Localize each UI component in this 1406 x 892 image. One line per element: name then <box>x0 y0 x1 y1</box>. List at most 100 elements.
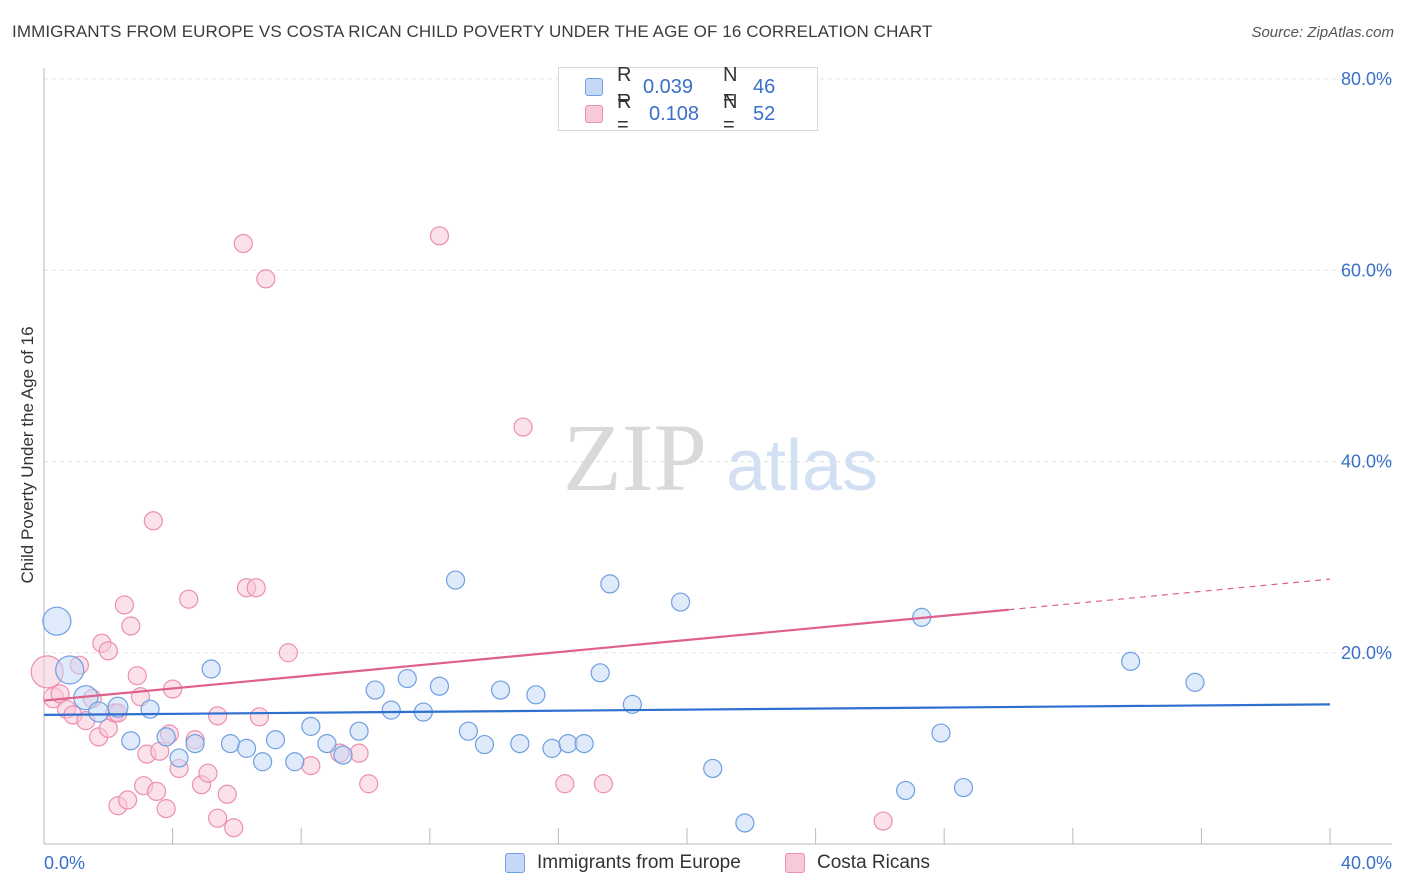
y-tick-label: 40.0% <box>1341 452 1392 472</box>
legend-label-costa: Costa Ricans <box>817 852 930 873</box>
watermark: ZIP atlas <box>563 404 878 511</box>
point-costa-rican <box>249 707 270 727</box>
legend-row-costa: R = 0.108 N = 52 <box>585 91 776 136</box>
legend-r-label: R = <box>617 91 632 136</box>
point-europe <box>140 699 160 719</box>
point-costa-rican <box>873 811 893 831</box>
point-europe <box>333 745 353 765</box>
point-europe <box>220 733 241 754</box>
point-europe <box>429 676 450 696</box>
point-europe <box>490 680 511 700</box>
point-costa-rican <box>127 666 147 686</box>
legend-swatch-europe <box>585 78 603 96</box>
point-europe <box>156 727 176 747</box>
trend-line-costa-rican-projection <box>1008 578 1331 611</box>
point-europe <box>397 668 417 689</box>
point-europe <box>953 777 974 798</box>
point-europe <box>896 780 916 801</box>
point-costa-rican <box>301 755 321 776</box>
point-costa-rican <box>208 706 228 726</box>
point-costa-rican <box>359 774 379 794</box>
trend-lines <box>43 578 1331 717</box>
legend-n-value: 52 <box>753 102 776 125</box>
point-europe <box>236 738 257 758</box>
point-europe <box>55 655 85 685</box>
legend-swatch-costa <box>785 853 805 873</box>
point-europe <box>107 696 129 718</box>
legend-label-europe: Immigrants from Europe <box>537 852 741 873</box>
point-europe <box>121 731 141 751</box>
point-costa-rican <box>98 641 118 661</box>
point-costa-rican <box>349 743 369 763</box>
point-europe <box>558 733 578 754</box>
point-europe <box>445 570 466 590</box>
gridlines <box>44 78 1392 654</box>
series-legend: Immigrants from Europe Costa Ricans <box>0 852 1406 878</box>
point-europe <box>169 748 189 768</box>
x-tick-label: 0.0% <box>44 853 85 873</box>
point-europe <box>285 752 305 772</box>
point-europe <box>317 733 337 754</box>
y-tick-label: 60.0% <box>1341 260 1392 280</box>
point-europe <box>510 733 530 754</box>
point-costa-rican <box>233 233 253 254</box>
point-costa-rican <box>593 774 614 794</box>
legend-row-europe: R = 0.039 N = 46 <box>585 64 776 109</box>
point-costa-rican <box>208 808 228 828</box>
y-axis-label: Child Poverty Under the Age of 16 <box>18 326 37 584</box>
point-europe <box>622 694 642 714</box>
point-europe <box>1121 651 1141 671</box>
legend-n-value: 46 <box>753 75 776 98</box>
point-europe <box>542 738 562 758</box>
legend-n-label: N = <box>723 64 738 109</box>
legend-n-label: N = <box>723 91 738 136</box>
point-europe <box>703 758 723 779</box>
point-europe <box>301 716 321 736</box>
point-europe <box>590 663 610 683</box>
point-costa-rican <box>121 616 141 636</box>
point-europe <box>1185 672 1205 692</box>
point-costa-rican <box>217 784 237 804</box>
point-europe <box>526 685 546 705</box>
point-costa-rican <box>429 226 450 246</box>
point-costa-rican <box>198 763 218 783</box>
source-label: Source: ZipAtlas.com <box>1251 24 1394 41</box>
legend-r-value: 0.108 <box>649 102 700 125</box>
legend-item-europe: Immigrants from Europe <box>505 852 741 874</box>
point-europe <box>458 721 478 741</box>
trend-line-europe <box>43 703 1331 717</box>
point-europe <box>265 730 286 750</box>
point-costa-rican <box>278 643 298 663</box>
point-europe <box>474 734 495 755</box>
point-europe <box>88 701 110 723</box>
point-costa-rican <box>513 417 533 437</box>
point-costa-rican <box>555 774 575 794</box>
trend-line-costa-rican <box>43 608 1009 702</box>
point-europe <box>735 813 755 833</box>
point-europe <box>670 592 691 612</box>
legend-swatch-europe <box>505 853 525 873</box>
point-costa-rican <box>117 790 138 810</box>
point-costa-rican <box>256 269 276 289</box>
tick-labels: 20.0% 40.0% 60.0% 80.0% 0.0% 40.0% <box>44 69 1392 873</box>
point-europe <box>381 700 401 720</box>
point-europe <box>42 606 72 636</box>
chart-title: IMMIGRANTS FROM EUROPE VS COSTA RICAN CH… <box>12 22 933 41</box>
x-tick-label: 40.0% <box>1341 853 1392 873</box>
point-costa-rican <box>143 511 163 531</box>
point-costa-rican <box>156 799 176 819</box>
point-europe <box>600 574 620 594</box>
point-costa-rican <box>114 595 134 615</box>
point-costa-rican <box>179 589 199 609</box>
legend-swatch-costa <box>585 105 603 123</box>
point-europe <box>253 752 273 772</box>
point-europe <box>574 733 594 754</box>
point-europe <box>349 721 369 741</box>
legend-r-value: 0.039 <box>643 75 694 98</box>
y-tick-label: 80.0% <box>1341 69 1392 89</box>
point-europe <box>201 659 221 679</box>
point-europe <box>185 733 205 754</box>
point-costa-rican <box>146 781 167 802</box>
point-europe <box>931 723 951 743</box>
